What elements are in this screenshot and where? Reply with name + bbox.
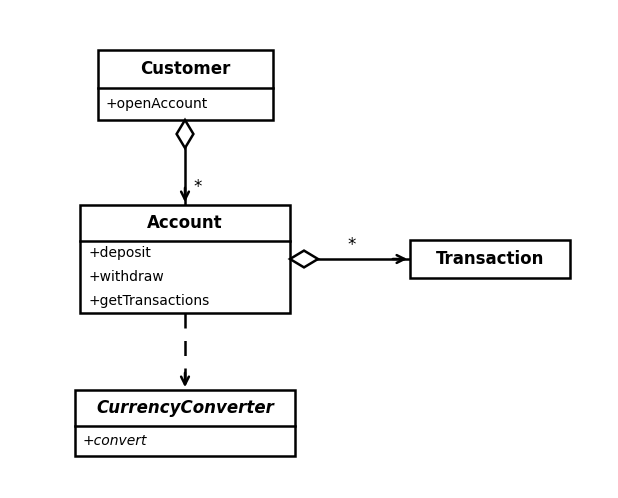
Bar bbox=[80, 205, 290, 313]
Bar bbox=[75, 390, 295, 456]
Text: +deposit: +deposit bbox=[88, 246, 151, 260]
Text: CurrencyConverter: CurrencyConverter bbox=[96, 399, 274, 417]
Text: +withdraw: +withdraw bbox=[88, 270, 164, 284]
Polygon shape bbox=[290, 250, 318, 267]
Text: Customer: Customer bbox=[140, 60, 230, 78]
Text: Account: Account bbox=[147, 214, 223, 232]
Text: +getTransactions: +getTransactions bbox=[88, 294, 210, 308]
Text: *: * bbox=[347, 236, 355, 254]
Text: +convert: +convert bbox=[83, 434, 148, 448]
Text: +openAccount: +openAccount bbox=[106, 97, 208, 111]
Text: *: * bbox=[193, 178, 201, 196]
Text: Transaction: Transaction bbox=[436, 250, 544, 268]
Bar bbox=[98, 50, 273, 120]
Bar bbox=[410, 240, 570, 278]
Polygon shape bbox=[177, 120, 193, 148]
